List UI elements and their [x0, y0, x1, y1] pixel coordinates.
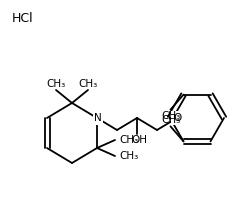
Text: CH₃: CH₃: [119, 135, 138, 145]
Text: CH₃: CH₃: [78, 79, 98, 89]
Text: CH₃: CH₃: [46, 79, 66, 89]
Text: OH: OH: [131, 135, 147, 145]
Text: CH₃: CH₃: [119, 151, 138, 161]
Text: CH₃: CH₃: [161, 115, 180, 125]
Text: HCl: HCl: [12, 11, 34, 24]
Text: CH₃: CH₃: [161, 111, 180, 121]
Text: N: N: [94, 113, 102, 123]
Text: O: O: [173, 113, 181, 123]
